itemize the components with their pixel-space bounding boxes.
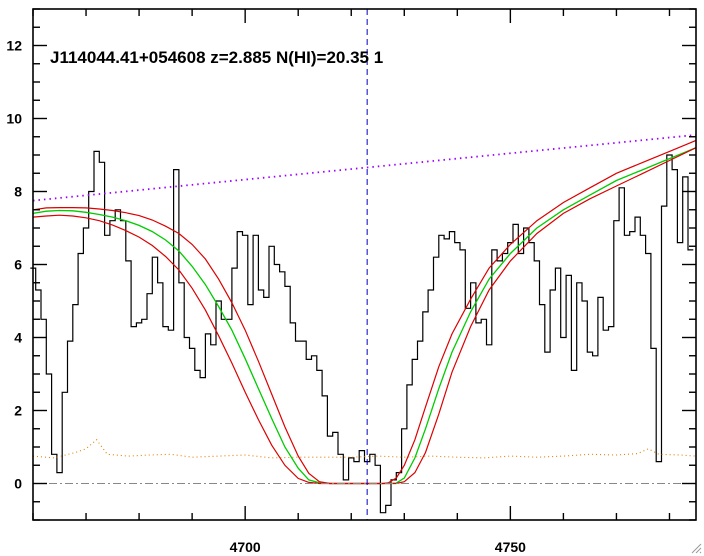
y-tick-label: 10 xyxy=(6,111,22,127)
reference-lines xyxy=(33,9,696,520)
y-tick-label: 8 xyxy=(14,184,22,200)
y-tick-label: 4 xyxy=(14,330,22,346)
axis-ticks: 0 2 4 6 8 10 12 4700 4750 xyxy=(6,8,696,555)
series-layer xyxy=(30,134,697,514)
y-tick-label: 12 xyxy=(6,38,22,54)
error-series xyxy=(32,438,697,459)
continuum-series xyxy=(32,134,697,202)
y-tick-label: 0 xyxy=(14,476,22,492)
x-tick-label: 4700 xyxy=(230,539,261,555)
fit-bound-series xyxy=(32,139,697,485)
y-tick-label: 2 xyxy=(14,403,22,419)
y-tick-label: 6 xyxy=(14,257,22,273)
chart-title: J114044.41+054608 z=2.885 N(HI)=20.35 1 xyxy=(50,48,383,67)
resize-grip-icon[interactable] xyxy=(690,542,702,554)
x-tick-label: 4750 xyxy=(495,539,526,555)
